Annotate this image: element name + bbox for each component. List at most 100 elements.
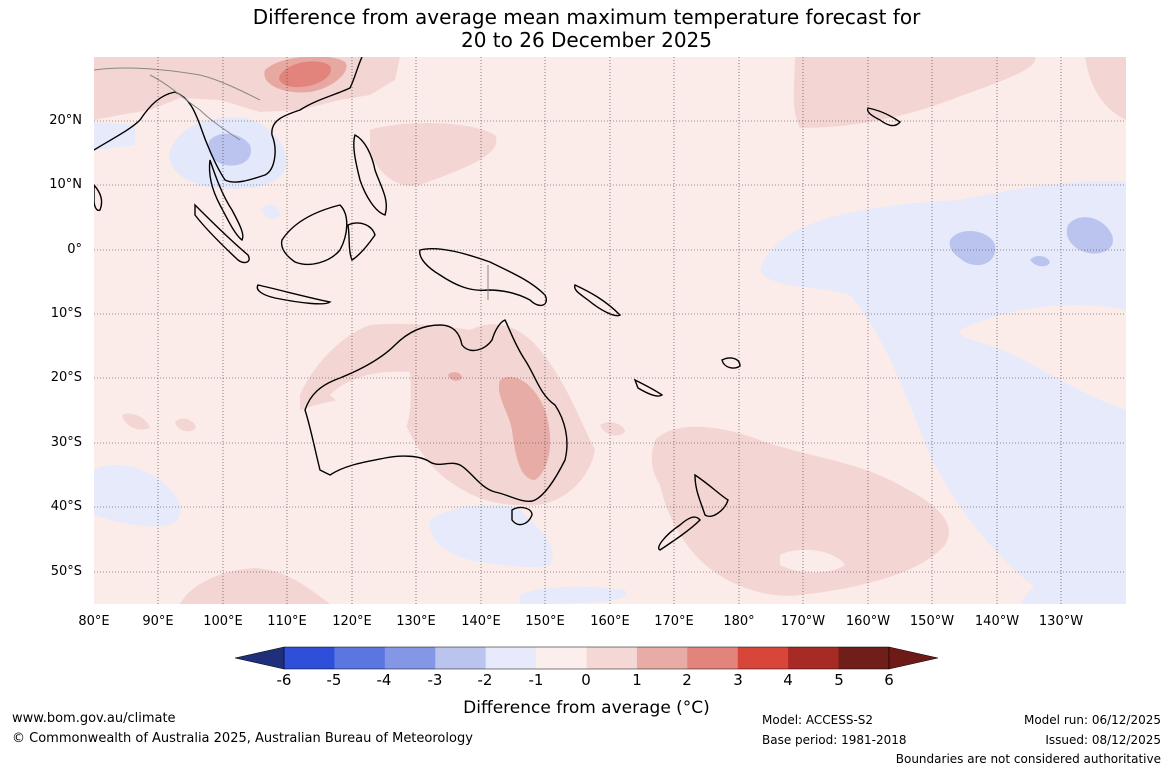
anomaly-region-warm-australia-interior [330,371,411,430]
anomaly-region-cool-pacific [760,180,1126,604]
coastline-australia [304,319,568,502]
colorbar-tick: 1 [632,671,642,689]
lon-label: 90°E [142,614,174,629]
lat-label: 20°N [49,113,82,128]
colorbar-segment [788,647,840,669]
copyright-text: © Commonwealth of Australia 2025, Austra… [12,731,473,746]
coastlines [94,57,902,551]
anomaly-region-cool-small [262,204,280,220]
lon-label: 120°E [332,614,372,629]
lon-label: 130°E [396,614,436,629]
lon-label: 180° [723,614,755,629]
coastline-tasmania [511,506,533,526]
lon-label: 110°E [267,614,307,629]
issued-date: Issued: 08/12/2025 [1045,733,1161,747]
coastline-nz-north [694,473,729,517]
lon-label: 150°W [909,614,955,629]
lon-label: 160°E [590,614,630,629]
anomaly-region-cool-pacific-core2 [1066,217,1113,254]
colorbar-arrow-low [234,646,285,670]
colorbar-segment [636,647,688,669]
colorbar-title: Difference from average (°C) [463,698,710,718]
model-run-date: Model run: 06/12/2025 [1023,713,1161,727]
colorbar-tick: -3 [427,671,443,689]
lat-label: 50°S [50,564,82,579]
anomaly-region-cool-indochina-core [208,133,251,166]
coastline-malay-peninsula [208,159,244,242]
forecast-map [94,57,1126,604]
coastline-philippines [353,134,387,216]
boundaries-disclaimer: Boundaries are not considered authoritat… [895,752,1161,766]
graticule [94,57,1126,604]
colorbar-segment [838,647,890,669]
model-name: Model: ACCESS-S2 [762,713,874,727]
anomaly-region-cool-south2 [520,586,627,604]
colorbar-tick: 3 [733,671,743,689]
anomaly-region-cool-pacific-core1 [949,230,996,266]
anomaly-region-warm-sw-spot1 [122,413,150,430]
lat-label: 0° [67,242,82,257]
anomaly-region-warm-ne [1085,57,1126,120]
colorbar-segment [485,647,537,669]
colorbar-tick: -5 [326,671,342,689]
lon-label: 170°W [780,614,826,629]
colorbar-arrow-high [888,646,939,670]
colorbar-segment [536,647,587,669]
anomaly-region-cool-south [429,504,553,568]
anomaly-region-warm-tasman [651,426,949,596]
coastline-india-tip [94,183,103,212]
colorbar-tick: 6 [884,671,894,689]
coastline-sumatra [194,203,250,264]
colorbar-tick: -2 [477,671,493,689]
chart-title-line2: 20 to 26 December 2025 [460,28,712,52]
lat-label: 40°S [50,499,82,514]
coastline-new-caledonia [633,378,664,397]
colorbar-segment [384,647,436,669]
anomaly-region-warm-sw-spot2 [175,418,196,432]
lon-label: 140°W [974,614,1020,629]
colorbar-segment [737,647,789,669]
anomaly-region-warm-tasman-inner [780,549,845,573]
colorbar-tick: 4 [783,671,793,689]
anomaly-region-cool-pacific-core3 [1030,255,1050,267]
colorbar-tick: 0 [581,671,591,689]
colorbar-outline [283,646,890,670]
anomaly-region-cool-se [1020,535,1126,604]
lon-label: 130°W [1038,614,1084,629]
coastline-solomons [573,284,622,317]
coastline-java [256,284,332,305]
anomaly-region-warm-pacific-tongue [959,305,1126,410]
colorbar-tick: -1 [528,671,544,689]
colorbar-segment [687,647,739,669]
anomaly-region-cool-nw [94,122,135,150]
lat-label: 30°S [50,435,82,450]
coastline-fiji [721,357,741,369]
coastline-sulawesi [347,222,376,262]
colorbar-segment [586,647,638,669]
colorbar-tick: 2 [682,671,692,689]
lon-label: 140°E [461,614,501,629]
anomaly-region-warm-china-core [279,61,331,88]
anomaly-region-warm-qld [498,376,551,480]
chart-title-line1: Difference from average mean maximum tem… [252,5,921,29]
anomaly-region-warm-hawaii [793,57,1036,128]
website-link[interactable]: www.bom.gov.au/climate [12,711,176,726]
coastline-hawaii [866,107,902,127]
coastline-nz-south [658,516,701,551]
anomaly-region-cool-sw [94,464,181,527]
base-period: Base period: 1981-2018 [762,733,907,747]
colorbar-segment [284,647,335,669]
colorbar-tick: 5 [834,671,844,689]
colorbar-segments [283,646,890,670]
anomaly-region-warm-spot-nt [448,372,462,381]
lon-label: 100°E [203,614,243,629]
coastline-asia-mainland [94,57,363,183]
lat-label: 10°N [49,177,82,192]
colorbar-segment [435,647,487,669]
lon-label: 80°E [78,614,110,629]
lon-label: 160°W [845,614,891,629]
colorbar-tick: -6 [276,671,292,689]
coastline-new-guinea [419,247,547,307]
anomaly-region-warm-westpac [370,123,497,186]
anomaly-region-warm-south [180,568,330,604]
